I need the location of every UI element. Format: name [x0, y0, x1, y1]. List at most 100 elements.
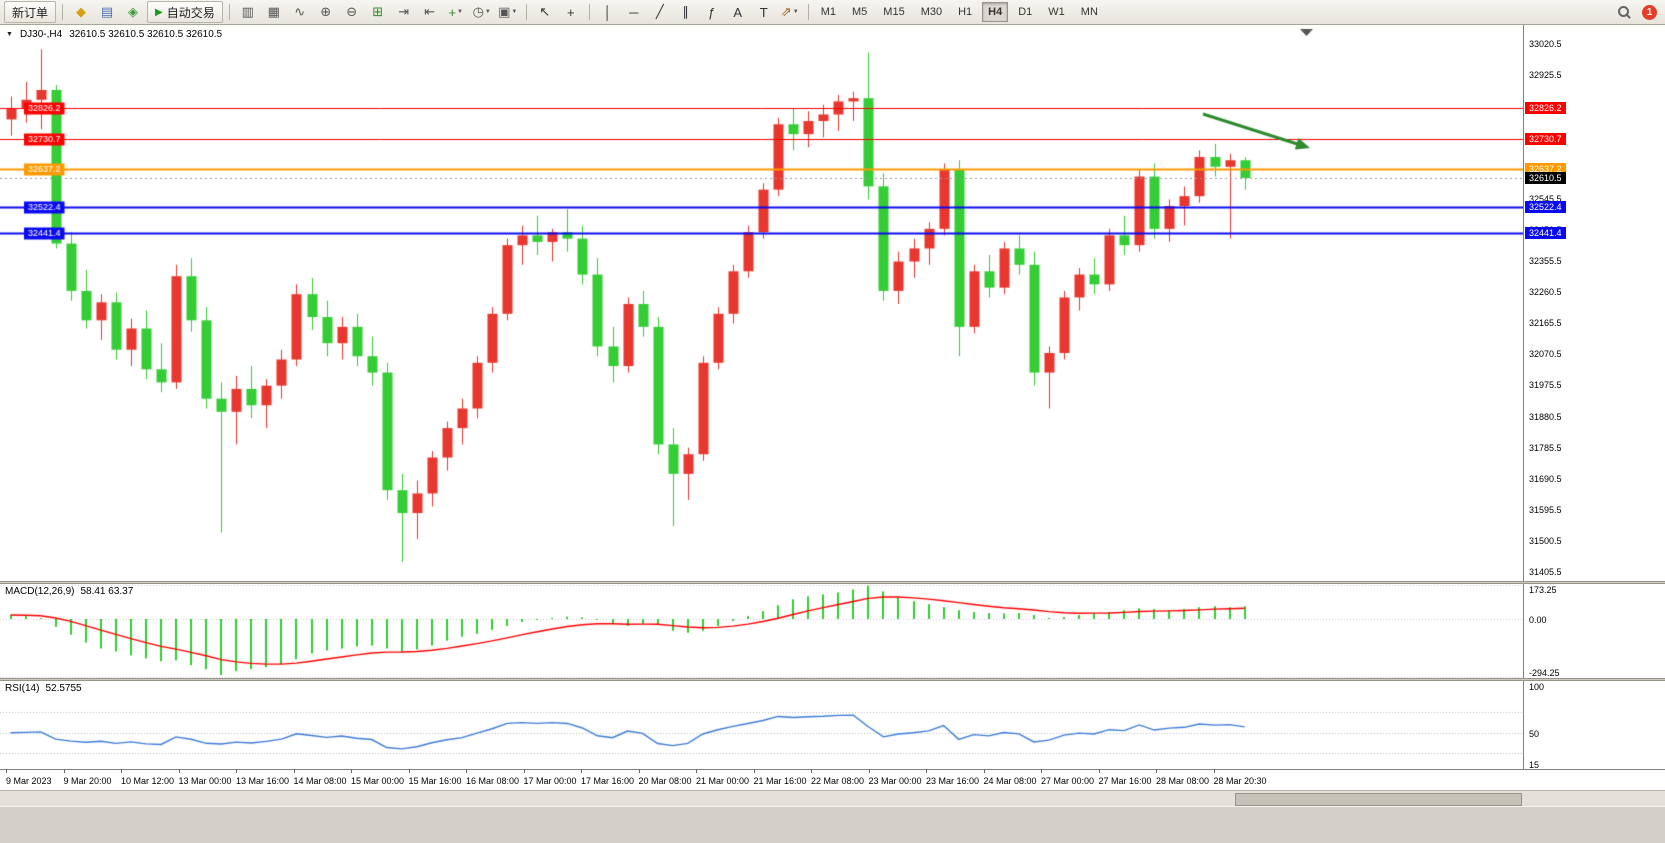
time-axis-label: 17 Mar 00:00: [523, 776, 577, 786]
new-order-button-label: 新订单: [12, 5, 49, 20]
bar-chart-icon[interactable]: ▥: [236, 1, 260, 23]
timeframe-button-w1[interactable]: W1: [1048, 6, 1065, 18]
candlestick-chart-icon[interactable]: ▦: [262, 1, 286, 23]
equidistant-channel-icon[interactable]: ∥: [674, 1, 698, 23]
arrows-icon-glyph: ⇗: [780, 4, 792, 19]
toolbar-separator: [588, 4, 590, 20]
macd-name: MACD(12,26,9): [5, 586, 75, 597]
timeframe-button-d1[interactable]: D1: [1018, 6, 1033, 18]
macd-pane-canvas[interactable]: [0, 584, 1523, 678]
line-chart-icon-glyph: ∿: [294, 4, 306, 19]
chart-shift-icon-glyph: ⇤: [424, 4, 436, 19]
macd-axis-label: -294.25: [1529, 668, 1560, 678]
price-axis-label: 31975.5: [1529, 380, 1562, 391]
time-axis-label: 10 Mar 12:00: [121, 776, 175, 786]
crosshair-icon[interactable]: +: [559, 1, 583, 23]
cursor-icon[interactable]: ↖: [533, 1, 557, 23]
main-chart-canvas[interactable]: [0, 25, 1523, 581]
price-axis-label: 32260.5: [1529, 287, 1562, 298]
search-icon[interactable]: [1617, 5, 1632, 20]
time-axis-label: 22 Mar 08:00: [811, 776, 865, 786]
toolbar-separator: [525, 4, 527, 20]
rsi-pane-canvas[interactable]: [0, 681, 1523, 769]
timeframe-button-m5[interactable]: M5: [852, 6, 868, 18]
price-axis-label: 32070.5: [1529, 349, 1562, 360]
market-watch-icon[interactable]: ◆: [69, 1, 93, 23]
price-axis[interactable]: 33020.532925.532830.532735.532640.532545…: [1523, 25, 1665, 770]
legend-collapse-icon[interactable]: ▼: [6, 31, 13, 38]
timeframe-button-mn[interactable]: MN: [1080, 6, 1098, 18]
trendline-icon[interactable]: ╱: [648, 1, 672, 23]
support-line-tag-2: 32441.4: [1525, 227, 1566, 240]
time-axis-label: 27 Mar 16:00: [1098, 776, 1152, 786]
tile-windows-icon[interactable]: ⊞: [366, 1, 390, 23]
notification-badge[interactable]: 1: [1642, 4, 1657, 20]
time-axis-label: 20 Mar 08:00: [638, 776, 692, 786]
zoom-in-icon-glyph: ⊕: [320, 4, 332, 19]
data-window-icon[interactable]: ▤: [95, 1, 119, 23]
timeframe-button-h1[interactable]: H1: [958, 6, 973, 18]
chart-shift-icon[interactable]: ⇤: [418, 1, 442, 23]
crosshair-icon-glyph: +: [566, 4, 575, 20]
fibonacci-icon[interactable]: ƒ: [700, 1, 724, 23]
auto-scroll-icon-glyph: ⇥: [398, 4, 410, 19]
time-axis-tick: [1098, 770, 1100, 773]
timeframe-button-m30[interactable]: M30: [920, 6, 943, 18]
arrows-icon-caret: ▼: [792, 9, 799, 15]
text-icon[interactable]: A: [726, 1, 750, 23]
periods-icon-glyph: ◷: [472, 4, 484, 19]
auto-scroll-icon[interactable]: ⇥: [392, 1, 416, 23]
market-watch-icon-glyph: ◆: [76, 4, 87, 19]
line-chart-icon[interactable]: ∿: [288, 1, 312, 23]
arrows-icon[interactable]: ⇗ ▼: [778, 1, 802, 23]
vertical-line-icon[interactable]: │: [596, 1, 620, 23]
time-axis-tick: [63, 770, 65, 773]
timeframe-button-h4[interactable]: H4: [982, 2, 1009, 22]
navigator-icon[interactable]: ◈: [121, 1, 145, 23]
time-axis[interactable]: 9 Mar 2023 9 Mar 20:00 10 Mar 12:00 13 Mar …: [0, 769, 1665, 790]
status-bar: [0, 806, 1665, 843]
rsi-indicator-label: RSI(14) 52.5755: [5, 683, 82, 694]
new-order-button[interactable]: 新订单: [4, 1, 57, 23]
data-window-icon-glyph: ▤: [100, 4, 114, 19]
time-axis-tick: [121, 770, 122, 773]
chart-legend: ▼ DJ30-,H4 32610.5 32610.5 32610.5 32610…: [6, 29, 222, 40]
time-axis-tick: [753, 770, 755, 773]
price-axis-label: 31500.5: [1529, 535, 1562, 546]
trendline-icon-glyph: ╱: [655, 4, 664, 19]
current-price-tag: 32610.5: [1525, 172, 1566, 185]
autotrading-button-icon: ▶: [155, 6, 163, 18]
periods-icon[interactable]: ◷ ▼: [470, 1, 494, 23]
time-axis-label: 9 Mar 20:00: [63, 776, 112, 786]
macd-values: 58.41 63.37: [80, 586, 134, 597]
rsi-pane-splitter[interactable]: [0, 678, 1665, 681]
scrollbar-thumb[interactable]: [1235, 793, 1522, 806]
macd-pane-splitter[interactable]: [0, 581, 1665, 584]
zoom-out-icon[interactable]: ⊖: [340, 1, 364, 23]
time-axis-tick: [1041, 770, 1042, 773]
time-axis-label: 21 Mar 16:00: [753, 776, 807, 786]
new-chart-icon[interactable]: + ▼: [444, 1, 468, 23]
candlestick-chart-icon-glyph: ▦: [267, 4, 280, 19]
rsi-value: 52.5755: [45, 683, 82, 694]
text-label-icon[interactable]: T: [752, 1, 776, 23]
toolbar-right: 1: [1617, 4, 1657, 20]
templates-icon[interactable]: ▣ ▼: [496, 1, 520, 23]
time-axis-tick: [1213, 770, 1215, 773]
autotrading-button[interactable]: ▶ 自动交易: [147, 1, 223, 23]
time-axis-tick: [581, 770, 582, 773]
rsi-name: RSI(14): [5, 683, 40, 694]
toolbar-separator: [807, 4, 809, 20]
timeframe-button-m1[interactable]: M1: [820, 6, 837, 18]
time-axis-label: 14 Mar 08:00: [293, 776, 347, 786]
time-axis-tick: [983, 770, 985, 773]
support-line-tag-1: 32522.4: [1525, 200, 1566, 213]
zoom-in-icon[interactable]: ⊕: [314, 1, 338, 23]
timeframe-button-m15[interactable]: M15: [883, 6, 905, 18]
horizontal-line-icon[interactable]: ─: [622, 1, 646, 23]
text-label-icon-glyph: T: [759, 4, 768, 20]
time-axis-tick: [351, 770, 352, 773]
horizontal-scrollbar[interactable]: [0, 790, 1665, 806]
price-axis-label: 32545.5: [1529, 194, 1562, 205]
